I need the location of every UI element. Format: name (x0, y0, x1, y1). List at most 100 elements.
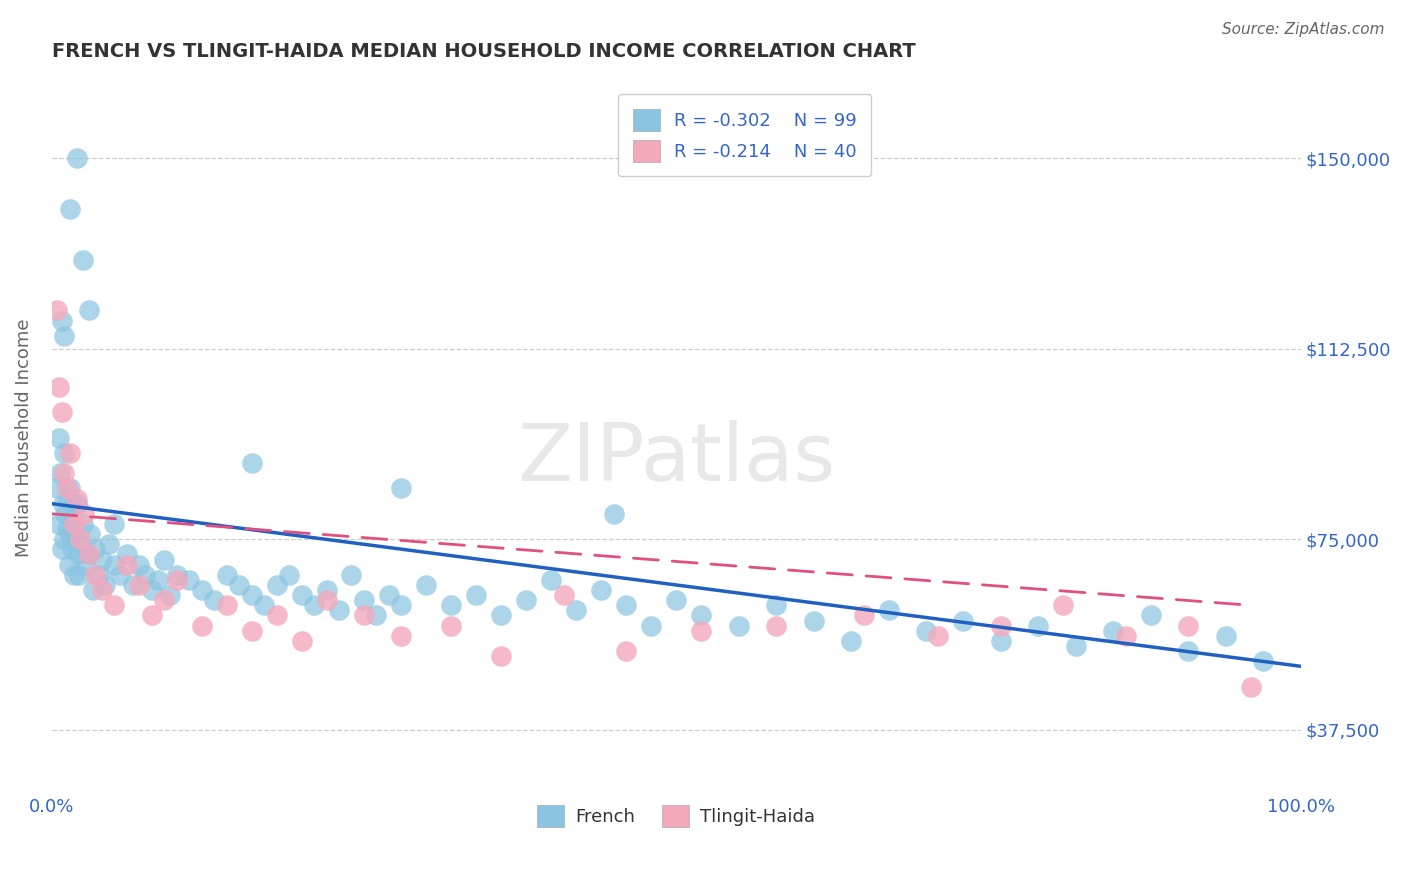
Text: Source: ZipAtlas.com: Source: ZipAtlas.com (1222, 22, 1385, 37)
Point (90, 582, 112, 597)
Point (690, 608, 713, 623)
Point (48, 431, 70, 445)
Point (228, 578, 250, 592)
Point (391, 482, 413, 496)
Point (1177, 618, 1199, 632)
Point (1177, 644, 1199, 658)
Y-axis label: Median Household Income: Median Household Income (15, 318, 32, 557)
Point (665, 593, 688, 607)
Point (46, 516, 69, 531)
Point (66, 491, 89, 506)
Point (53, 532, 76, 546)
Point (240, 624, 263, 638)
Point (302, 599, 325, 613)
Point (79, 527, 101, 541)
Point (765, 599, 787, 613)
Point (491, 608, 513, 623)
Point (266, 608, 288, 623)
Point (240, 456, 263, 470)
Point (927, 629, 949, 643)
Point (591, 582, 613, 597)
Point (328, 603, 350, 617)
Point (640, 618, 662, 632)
Point (84, 542, 107, 557)
Point (240, 588, 263, 602)
Point (202, 593, 225, 607)
Point (190, 618, 212, 632)
Point (90, 552, 112, 566)
Point (540, 573, 562, 587)
Point (353, 593, 375, 607)
Point (134, 567, 156, 582)
Point (52, 497, 75, 511)
Point (59, 446, 82, 460)
Point (72, 252, 94, 267)
Point (122, 578, 145, 592)
Point (73, 507, 96, 521)
Point (278, 567, 301, 582)
Point (115, 558, 138, 572)
Point (765, 618, 787, 632)
Point (614, 599, 637, 613)
Point (45, 482, 67, 496)
Point (877, 603, 900, 617)
Point (990, 633, 1012, 648)
Point (415, 578, 437, 592)
Point (51, 542, 73, 557)
Point (290, 633, 312, 648)
Point (266, 578, 288, 592)
Point (515, 593, 537, 607)
Point (440, 618, 463, 632)
Point (115, 548, 138, 562)
Point (852, 608, 875, 623)
Point (55, 522, 77, 536)
Point (110, 567, 132, 582)
Point (59, 527, 82, 541)
Point (990, 618, 1012, 632)
Point (1139, 608, 1161, 623)
Point (75, 558, 97, 572)
Point (66, 497, 89, 511)
Point (553, 588, 575, 602)
Point (952, 614, 974, 628)
Point (491, 649, 513, 664)
Point (56, 491, 79, 506)
Point (803, 614, 825, 628)
Point (353, 608, 375, 623)
Point (215, 567, 238, 582)
Point (141, 608, 163, 623)
Point (45, 303, 67, 318)
Legend: French, Tlingit-Haida: French, Tlingit-Haida (530, 797, 823, 834)
Point (378, 588, 401, 602)
Point (55, 482, 77, 496)
Point (128, 578, 150, 592)
Point (65, 527, 87, 541)
Point (128, 558, 150, 572)
Point (103, 516, 125, 531)
Point (103, 558, 125, 572)
Text: ZIPatlas: ZIPatlas (517, 420, 835, 498)
Point (190, 582, 212, 597)
Point (53, 446, 76, 460)
Point (146, 573, 169, 587)
Point (440, 599, 463, 613)
Point (159, 588, 181, 602)
Point (77, 548, 100, 562)
Point (63, 567, 86, 582)
Point (66, 497, 89, 511)
Point (153, 593, 176, 607)
Point (1064, 639, 1087, 653)
Point (565, 603, 588, 617)
Point (727, 618, 749, 632)
Point (166, 567, 188, 582)
Point (215, 599, 238, 613)
Point (1251, 654, 1274, 668)
Point (179, 573, 201, 587)
Point (98, 537, 121, 551)
Point (1240, 680, 1263, 694)
Point (84, 567, 107, 582)
Point (82, 582, 104, 597)
Point (66, 548, 89, 562)
Point (340, 567, 363, 582)
Point (66, 151, 89, 165)
